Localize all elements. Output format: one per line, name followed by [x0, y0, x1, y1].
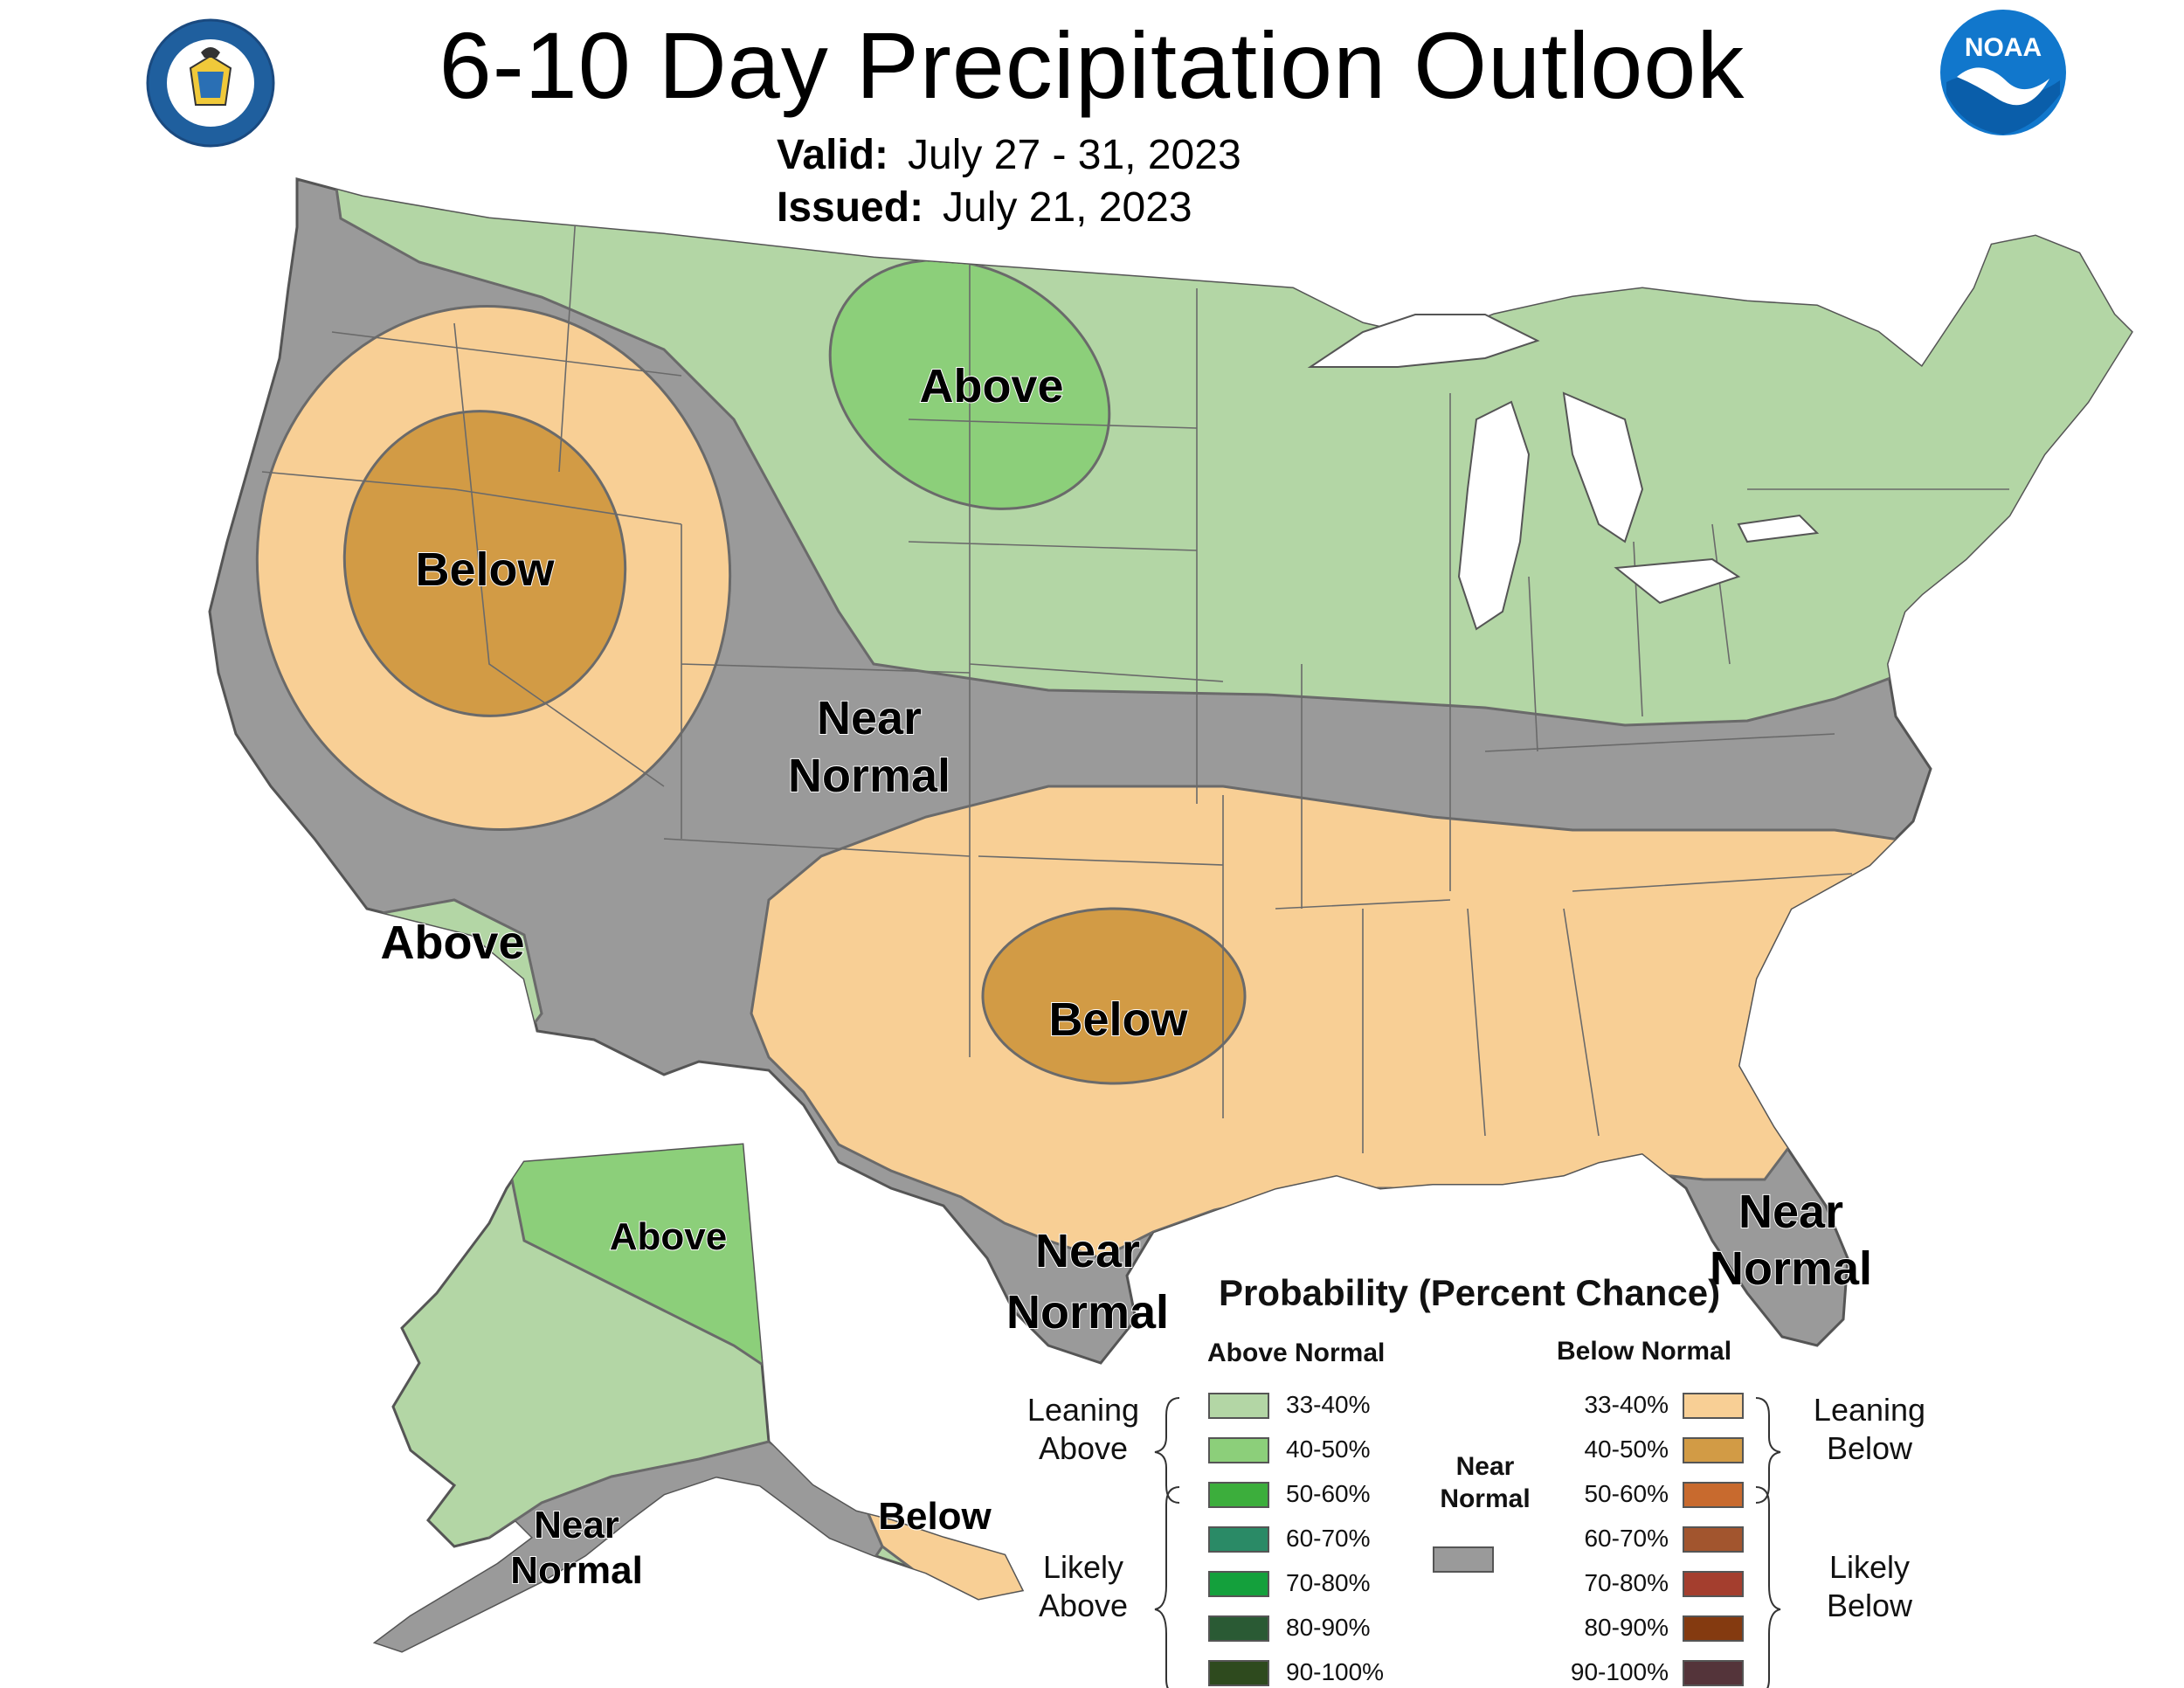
noaa-logo-text: NOAA — [1965, 33, 2042, 62]
legend-likely-below: Likely Below — [1782, 1548, 1957, 1625]
label-west-below: Below — [415, 543, 555, 596]
map-title: 6-10 Day Precipitation Outlook — [439, 12, 1745, 118]
legend-below-header: Below Normal — [1557, 1337, 1732, 1366]
leaning-below-line1: Leaning — [1813, 1392, 1926, 1428]
label-texas-near-line1: Near — [1035, 1225, 1140, 1277]
legend-likely-above: Likely Above — [1005, 1548, 1162, 1625]
legend-title: Probability (Percent Chance) — [1219, 1272, 1721, 1313]
legend-below-swatch — [1683, 1437, 1744, 1463]
legend-above-label: 70-80% — [1286, 1569, 1371, 1596]
valid-value: July 27 - 31, 2023 — [908, 132, 1241, 178]
legend-below-swatch — [1683, 1482, 1744, 1508]
legend-below-swatch — [1683, 1393, 1744, 1419]
legend-above-label: 33-40% — [1286, 1391, 1371, 1418]
leaning-below-line2: Below — [1826, 1430, 1913, 1466]
region-labels: Above Below Near Normal Above Below Near… — [379, 359, 1873, 1593]
label-central-near-line2: Normal — [788, 750, 950, 802]
leaning-above-line1: Leaning — [1026, 1392, 1140, 1428]
issued-date: Issued: July 21, 2023 — [777, 183, 1192, 232]
legend-below-label: 33-40% — [1584, 1391, 1669, 1418]
legend-above-label: 40-50% — [1286, 1435, 1371, 1463]
legend-above-label: 50-60% — [1286, 1480, 1371, 1507]
likely-above-line1: Likely — [1042, 1549, 1124, 1585]
near-header-line2: Normal — [1440, 1484, 1531, 1513]
legend-near-swatch — [1433, 1546, 1494, 1573]
issued-value: July 21, 2023 — [943, 184, 1192, 231]
label-ak-above: Above — [610, 1215, 727, 1258]
legend-above-header: Above Normal — [1207, 1339, 1386, 1367]
likely-above-line2: Above — [1038, 1588, 1129, 1623]
legend-below-swatch — [1683, 1571, 1744, 1597]
legend-below-label: 80-90% — [1584, 1614, 1669, 1641]
label-florida-near-line2: Normal — [1710, 1242, 1872, 1295]
legend-above-swatch — [1208, 1393, 1269, 1419]
legend-leaning-below: Leaning Below — [1782, 1391, 1957, 1468]
label-central-near-line1: Near — [817, 692, 922, 744]
likely-below-line1: Likely — [1828, 1549, 1911, 1585]
legend-below-label: 40-50% — [1584, 1435, 1669, 1463]
legend-above-swatch — [1208, 1437, 1269, 1463]
legend-above-label: 90-100% — [1286, 1658, 1385, 1685]
legend-above-swatch — [1208, 1526, 1269, 1553]
great-lakes — [1307, 314, 1820, 631]
state-boundaries — [261, 200, 2009, 1153]
legend-above-swatch — [1208, 1615, 1269, 1642]
conus-regions — [255, 179, 2132, 1260]
label-texas-near-line2: Normal — [1006, 1286, 1169, 1339]
likely-below-line2: Below — [1826, 1588, 1913, 1623]
legend-below-swatch — [1683, 1660, 1744, 1686]
noaa-logo-icon: NOAA — [1940, 10, 2066, 135]
near-header-line1: Near — [1455, 1452, 1515, 1481]
valid-label: Valid: — [777, 132, 889, 178]
label-south-below: Below — [1048, 993, 1188, 1046]
region-south-below — [750, 785, 1924, 1260]
legend-near-header: Near Normal — [1433, 1450, 1538, 1515]
legend-leaning-above: Leaning Above — [1005, 1391, 1162, 1468]
leaning-above-line2: Above — [1038, 1430, 1129, 1466]
valid-dates: Valid: July 27 - 31, 2023 — [777, 131, 1241, 179]
legend-braces — [1154, 1397, 1781, 1688]
commerce-seal-icon — [146, 18, 275, 148]
legend-above-swatch — [1208, 1571, 1269, 1597]
legend-below-label: 90-100% — [1570, 1658, 1669, 1685]
legend-below-label: 60-70% — [1584, 1525, 1669, 1552]
label-florida-near-line1: Near — [1738, 1186, 1843, 1238]
legend-above-swatch — [1208, 1660, 1269, 1686]
label-ak-near-line2: Normal — [510, 1549, 643, 1592]
legend-below-label: 50-60% — [1584, 1480, 1669, 1507]
legend-above-label: 80-90% — [1286, 1614, 1371, 1641]
issued-label: Issued: — [777, 184, 924, 231]
legend-below-label: 70-80% — [1584, 1569, 1669, 1596]
legend-above-label: 60-70% — [1286, 1525, 1371, 1552]
label-ak-below: Below — [878, 1495, 992, 1538]
label-socal-above: Above — [380, 917, 524, 969]
label-ak-near-line1: Near — [534, 1504, 619, 1546]
label-plains-above: Above — [919, 360, 1063, 412]
legend-below-swatch — [1683, 1615, 1744, 1642]
region-west-below-40 — [342, 410, 627, 717]
region-south-below-40 — [981, 907, 1247, 1085]
legend-above-swatch — [1208, 1482, 1269, 1508]
legend-below-swatch — [1683, 1526, 1744, 1553]
